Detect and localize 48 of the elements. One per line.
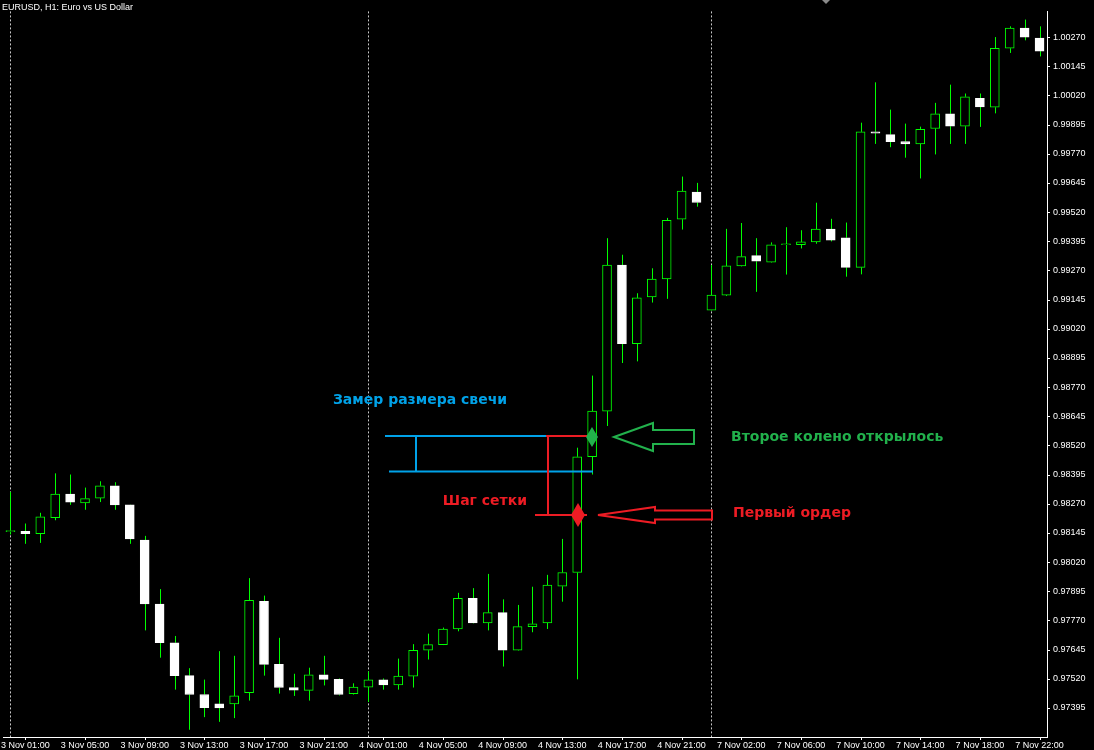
x-tick-label: 4 Nov 05:00 xyxy=(418,739,468,750)
y-tick-label: 0.97520 xyxy=(1053,673,1086,684)
annotation: Второе колено открылось xyxy=(731,427,944,444)
x-tick-label: 3 Nov 21:00 xyxy=(299,739,348,750)
chart-title: EURUSD, H1: Euro vs US Dollar xyxy=(2,1,134,12)
x-tick-label: 7 Nov 06:00 xyxy=(776,739,826,750)
x-tick-label: 7 Nov 10:00 xyxy=(836,739,885,750)
x-tick-label: 3 Nov 09:00 xyxy=(120,739,169,750)
y-tick-label: 1.00145 xyxy=(1053,60,1086,71)
annotation: Первый ордер xyxy=(733,503,851,520)
x-tick-label: 4 Nov 01:00 xyxy=(359,739,408,750)
annotation: Шаг сетки xyxy=(442,491,527,508)
y-tick-label: 0.98395 xyxy=(1053,469,1086,480)
x-tick-label: 3 Nov 05:00 xyxy=(60,739,110,750)
y-tick-label: 0.98270 xyxy=(1053,498,1086,509)
y-tick-label: 0.98895 xyxy=(1053,352,1086,363)
y-tick-label: 0.99270 xyxy=(1053,264,1086,275)
x-tick-label: 7 Nov 02:00 xyxy=(716,739,766,750)
y-tick-label: 0.98145 xyxy=(1053,527,1086,538)
y-tick-label: 0.99895 xyxy=(1053,119,1086,130)
annotation: Замер размера свечи xyxy=(332,390,508,407)
x-tick-label: 4 Nov 13:00 xyxy=(538,739,587,750)
x-tick-label: 4 Nov 17:00 xyxy=(597,739,647,750)
y-tick-label: 0.97770 xyxy=(1053,614,1086,625)
x-tick-label: 3 Nov 17:00 xyxy=(239,739,289,750)
y-tick-label: 0.99645 xyxy=(1053,177,1086,188)
y-tick-label: 0.98020 xyxy=(1053,556,1086,567)
x-tick-label: 3 Nov 01:00 xyxy=(1,739,50,750)
y-tick-label: 0.99770 xyxy=(1053,148,1086,159)
candlestick xyxy=(438,628,448,645)
x-tick-label: 4 Nov 09:00 xyxy=(478,739,527,750)
y-tick-label: 0.98770 xyxy=(1053,381,1086,392)
y-tick-label: 0.97895 xyxy=(1053,585,1086,596)
x-tick-label: 7 Nov 14:00 xyxy=(895,739,945,750)
x-tick-label: 4 Nov 21:00 xyxy=(657,739,706,750)
x-tick-label: 7 Nov 22:00 xyxy=(1015,739,1064,750)
y-tick-label: 1.00020 xyxy=(1053,89,1086,100)
y-tick-label: 1.00270 xyxy=(1053,31,1086,42)
y-tick-label: 0.98520 xyxy=(1053,439,1086,450)
y-tick-label: 0.98645 xyxy=(1053,410,1086,421)
y-tick-label: 0.97645 xyxy=(1053,643,1086,654)
y-tick-label: 0.99020 xyxy=(1053,323,1086,334)
y-tick-label: 0.99395 xyxy=(1053,235,1086,246)
y-tick-label: 0.99145 xyxy=(1053,294,1086,305)
x-tick-label: 3 Nov 13:00 xyxy=(180,739,229,750)
y-tick-label: 0.97395 xyxy=(1053,702,1086,713)
y-tick-label: 0.99520 xyxy=(1053,206,1086,217)
x-tick-label: 7 Nov 18:00 xyxy=(955,739,1005,750)
